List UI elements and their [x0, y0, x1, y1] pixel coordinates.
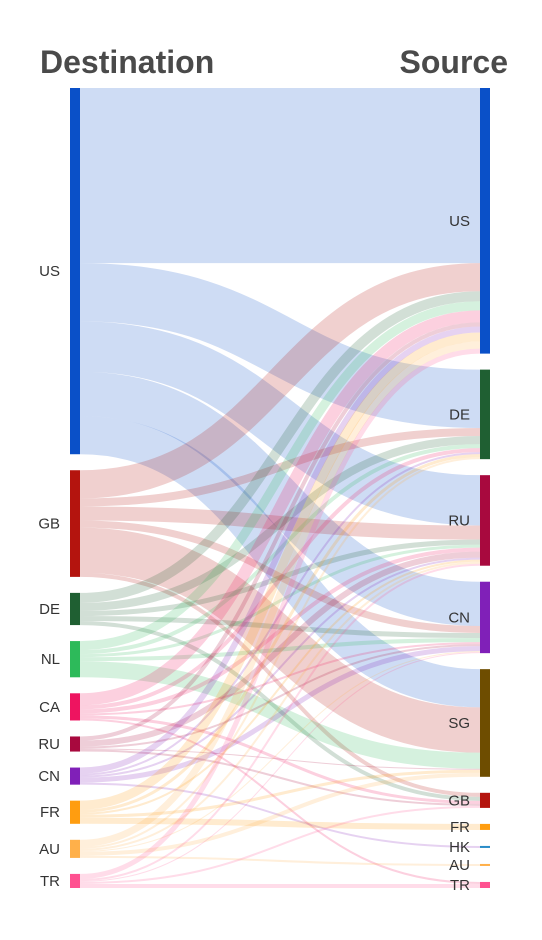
link-us-to-ru: [79, 321, 481, 526]
left-label-cn: CN: [38, 768, 60, 785]
right-node-fr: [480, 823, 490, 830]
right-node-de: [480, 369, 490, 460]
link-us-to-de: [79, 263, 481, 428]
nodes-layer: [70, 88, 490, 888]
left-node-nl: [70, 641, 80, 678]
link-fr-to-de: [79, 454, 481, 813]
link-gb-to-us: [79, 263, 481, 499]
link-cn-to-us: [79, 326, 481, 774]
left-label-ru: RU: [38, 736, 60, 753]
right-node-gb: [480, 792, 490, 808]
right-label-us: US: [449, 213, 470, 230]
link-tr-to-us: [79, 348, 481, 879]
left-node-ca: [70, 693, 80, 721]
right-node-cn: [480, 581, 490, 654]
source-header: Source: [399, 44, 508, 80]
link-us-to-sg: [79, 416, 481, 708]
link-nl-to-ru: [79, 544, 481, 658]
link-de-to-ru: [79, 539, 481, 617]
link-au-to-us: [79, 341, 481, 847]
left-label-nl: NL: [41, 651, 60, 668]
right-label-sg: SG: [448, 715, 470, 732]
right-label-au: AU: [449, 857, 470, 874]
link-tr-to-ru: [79, 563, 481, 881]
link-au-to-cn: [79, 651, 481, 852]
link-ca-to-ru: [79, 547, 481, 714]
link-nl-to-sg: [79, 661, 481, 769]
link-ca-to-de: [79, 448, 481, 710]
link-gb-to-de: [79, 427, 481, 507]
link-ru-to-ru: [79, 551, 481, 747]
links-layer: [79, 88, 481, 889]
link-ru-to-sg: [79, 748, 481, 770]
left-node-gb: [70, 470, 80, 577]
right-label-fr: FR: [450, 819, 470, 836]
link-cn-to-ru: [79, 557, 481, 778]
left-label-us: US: [39, 263, 60, 280]
link-us-to-cn: [79, 371, 481, 626]
link-de-to-de: [79, 436, 481, 611]
right-node-hk: [480, 845, 490, 848]
link-nl-to-de: [79, 444, 481, 655]
right-node-tr: [480, 881, 490, 888]
left-label-tr: TR: [40, 873, 60, 890]
link-fr-to-us: [79, 332, 481, 810]
left-label-de: DE: [39, 601, 60, 618]
link-au-to-sg: [79, 772, 481, 856]
link-ru-to-gb: [79, 749, 481, 806]
link-cn-to-hk: [79, 782, 481, 848]
left-node-tr: [70, 873, 80, 888]
link-nl-to-cn: [79, 638, 481, 662]
link-tr-to-cn: [79, 652, 481, 882]
link-gb-to-cn: [79, 520, 481, 634]
link-fr-to-sg: [79, 769, 481, 818]
left-node-us: [70, 88, 80, 455]
link-ru-to-us: [79, 322, 481, 741]
link-de-to-cn: [79, 616, 481, 639]
link-gb-to-ru: [79, 506, 481, 540]
right-node-sg: [480, 669, 490, 777]
link-cn-to-de: [79, 452, 481, 776]
left-node-au: [70, 839, 80, 858]
left-label-au: AU: [39, 841, 60, 858]
left-label-gb: GB: [38, 516, 60, 533]
left-node-ru: [70, 736, 80, 752]
link-gb-to-sg: [79, 527, 481, 753]
link-cn-to-cn: [79, 646, 481, 783]
right-node-au: [480, 863, 490, 866]
link-ca-to-us: [79, 310, 481, 706]
right-label-ru: RU: [448, 512, 470, 529]
link-tr-to-gb: [79, 805, 481, 884]
right-label-hk: HK: [449, 839, 470, 856]
link-au-to-de: [79, 457, 481, 849]
right-node-ru: [480, 475, 490, 566]
link-de-to-us: [79, 291, 481, 603]
link-ca-to-gb: [79, 715, 481, 804]
link-fr-to-fr: [79, 817, 481, 830]
left-node-fr: [70, 800, 80, 824]
right-label-cn: CN: [448, 609, 470, 626]
link-ru-to-cn: [79, 644, 481, 749]
left-node-cn: [70, 767, 80, 785]
link-de-to-gb: [79, 621, 481, 801]
right-label-gb: GB: [448, 792, 470, 809]
link-ca-to-cn: [79, 642, 481, 716]
right-label-tr: TR: [450, 877, 470, 894]
right-node-us: [480, 88, 490, 354]
link-ca-to-tr: [79, 718, 481, 884]
right-label-de: DE: [449, 406, 470, 423]
link-au-to-au: [79, 855, 481, 866]
left-node-de: [70, 592, 80, 626]
destination-header: Destination: [40, 44, 215, 80]
link-gb-to-gb: [79, 572, 481, 797]
link-nl-to-us: [79, 301, 481, 651]
left-label-fr: FR: [40, 804, 60, 821]
left-label-ca: CA: [39, 699, 60, 716]
link-au-to-ru: [79, 561, 481, 851]
link-fr-to-ru: [79, 559, 481, 815]
